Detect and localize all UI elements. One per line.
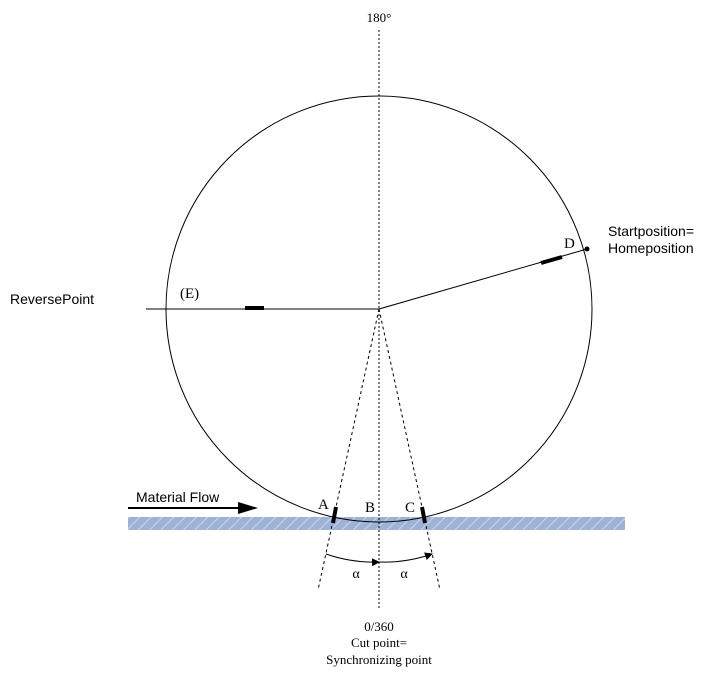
material-flow-label: Material Flow	[136, 489, 220, 505]
alpha-right-label: α	[400, 567, 408, 582]
alpha-arc-right	[378, 552, 433, 563]
cut-point-label: Cut point=	[351, 635, 407, 650]
alpha-arc-left	[325, 553, 380, 567]
point-e-label: (E)	[180, 286, 199, 302]
home-position-dot	[584, 246, 590, 252]
bottom-angle-label: 0/360	[364, 619, 394, 634]
start-knife-mark	[540, 255, 563, 265]
sync-point-label: Synchronizing point	[326, 652, 432, 667]
knife-mark-a	[331, 506, 338, 524]
point-c-label: C	[405, 500, 415, 516]
right-angle-line	[378, 308, 441, 591]
alpha-left-label: α	[352, 567, 360, 582]
point-d-label: D	[564, 236, 575, 252]
reverse-point-label: ReversePoint	[10, 291, 94, 307]
point-a-label: A	[318, 497, 329, 513]
start-position-label: Startposition=	[608, 223, 694, 239]
material-flow-arrow-head	[238, 502, 258, 514]
home-position-label: Homeposition	[608, 240, 694, 256]
knife-mark-c	[420, 506, 427, 524]
material-strip	[128, 517, 625, 530]
top-angle-label: 180°	[367, 10, 392, 25]
point-b-label: B	[365, 500, 375, 516]
left-angle-line	[317, 308, 380, 591]
